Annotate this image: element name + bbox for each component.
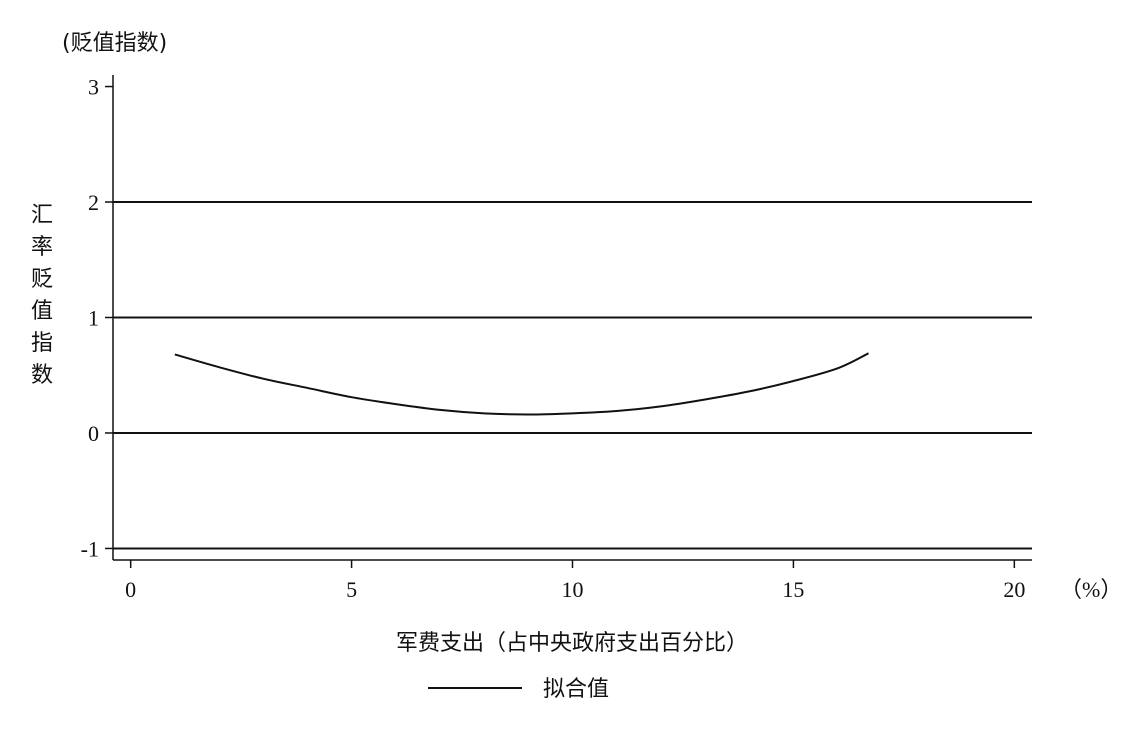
series-line-fitted [174, 352, 869, 416]
y-tick-label: 3 [88, 75, 99, 100]
y-tick-label: 0 [88, 421, 99, 446]
x-tick-label: 15 [782, 577, 804, 602]
x-axis-ticks: 0 5 10 15 20 [125, 560, 1025, 602]
y-tick-label: -1 [81, 536, 99, 561]
legend-label: 拟合值 [543, 677, 609, 702]
y-axis-ticks: -1 0 1 2 3 [81, 75, 113, 561]
y-tick-label: 1 [88, 306, 99, 331]
y-axis-title-char: 汇 [31, 203, 53, 228]
x-axis-title: 军费支出（占中央政府支出百分比） [396, 631, 748, 656]
legend: 拟合值 [428, 677, 609, 702]
y-axis-title-char: 值 [31, 299, 53, 324]
x-tick-label: 0 [125, 577, 136, 602]
x-unit-label: （%） [1060, 577, 1122, 602]
series-group [174, 352, 869, 416]
y-unit-label: (贬值指数) [62, 31, 167, 56]
x-tick-label: 10 [562, 577, 584, 602]
gridlines [113, 201, 1032, 550]
x-tick-label: 20 [1003, 577, 1025, 602]
y-axis-title-char: 率 [31, 235, 53, 260]
x-tick-label: 5 [346, 577, 357, 602]
y-axis-title-char: 数 [31, 363, 53, 388]
y-axis-title-char: 指 [31, 331, 53, 356]
y-tick-label: 2 [88, 190, 99, 215]
y-axis-title-char: 贬 [31, 267, 53, 292]
